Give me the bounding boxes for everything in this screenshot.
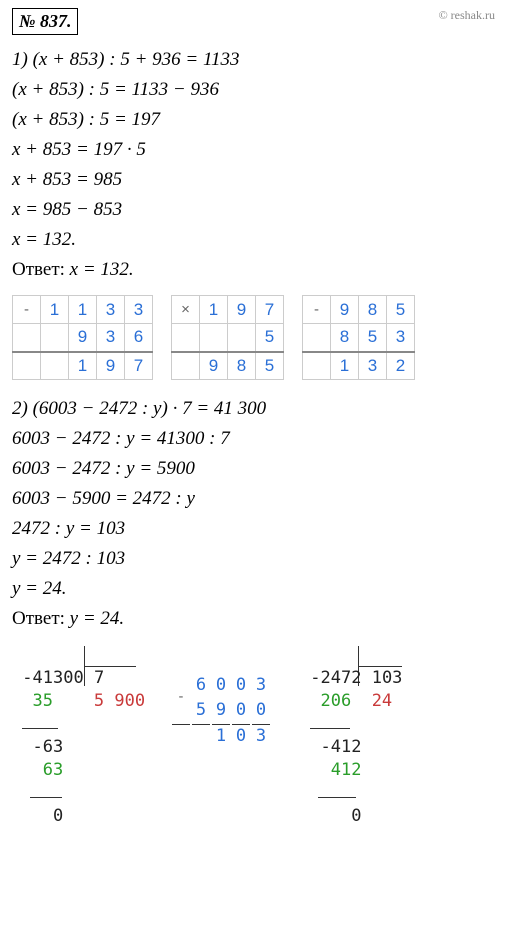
header-row: № 837. © reshak.ru xyxy=(12,8,495,35)
problem-number: № 837. xyxy=(12,8,78,35)
sign-cell: - xyxy=(13,296,41,324)
longdiv-1: -41300 7 35 5 900 -63 63 0 xyxy=(12,644,142,764)
eq-line: x = 132. xyxy=(12,229,495,251)
longdiv-row: -41300 7 35 5 900 -63 63 0 -6003 5900 10… xyxy=(12,644,495,764)
part2-block: 2) (6003 − 2472 : y) · 7 = 41 300 6003 −… xyxy=(12,398,495,630)
rem: 63 xyxy=(43,737,63,757)
calc-grid-1: -1133 936 197 xyxy=(12,295,153,380)
eq-line: 1) (x + 853) : 5 + 936 = 1133 xyxy=(12,49,495,71)
step-sub: 63 xyxy=(43,760,63,780)
eq-line: x + 853 = 985 xyxy=(12,169,495,191)
step-sub: 412 xyxy=(331,760,362,780)
sign-cell: - xyxy=(303,296,331,324)
longdiv-2: -2472 103 206 24 -412 412 0 xyxy=(300,644,430,764)
grids-row-1: -1133 936 197 ×197 5 985 -985 853 132 xyxy=(12,295,495,380)
eq-line: x = 985 − 853 xyxy=(12,199,495,221)
eq-line: 2472 : y = 103 xyxy=(12,518,495,540)
answer-label: Ответ: xyxy=(12,608,65,629)
eq-line: (x + 853) : 5 = 197 xyxy=(12,109,495,131)
step-sub: 35 xyxy=(32,691,52,711)
eq-line: y = 2472 : 103 xyxy=(12,548,495,570)
calc-grid-3: -985 853 132 xyxy=(302,295,415,380)
rem-final: 0 xyxy=(351,806,361,826)
eq-line: 2) (6003 − 2472 : y) · 7 = 41 300 xyxy=(12,398,495,420)
quotient: 5 900 xyxy=(94,691,145,711)
quotient: 24 xyxy=(372,691,392,711)
part1-block: 1) (x + 853) : 5 + 936 = 1133 (x + 853) … xyxy=(12,49,495,281)
eq-line: 6003 − 2472 : y = 41300 : 7 xyxy=(12,428,495,450)
divisor: 103 xyxy=(372,668,403,688)
rem: 412 xyxy=(331,737,362,757)
eq-line: 6003 − 5900 = 2472 : y xyxy=(12,488,495,510)
copyright: © reshak.ru xyxy=(439,8,495,23)
step-sub: 206 xyxy=(320,691,351,711)
rem-final: 0 xyxy=(53,806,63,826)
minus-sign: - xyxy=(22,668,32,688)
eq-line: (x + 853) : 5 = 1133 − 936 xyxy=(12,79,495,101)
dividend: 41300 xyxy=(33,668,84,688)
answer-label: Ответ: xyxy=(12,259,65,280)
eq-line: y = 24. xyxy=(12,578,495,600)
eq-line: x + 853 = 197 · 5 xyxy=(12,139,495,161)
divisor: 7 xyxy=(94,668,104,688)
calc-grid-2: ×197 5 985 xyxy=(171,295,284,380)
answer-value: y = 24. xyxy=(70,608,125,629)
dividend: 2472 xyxy=(321,668,362,688)
sign-cell: × xyxy=(172,296,200,324)
answer-value: x = 132. xyxy=(70,259,134,280)
sign-cell: - xyxy=(172,674,190,722)
answer-1: Ответ: x = 132. xyxy=(12,259,495,281)
eq-line: 6003 − 2472 : y = 5900 xyxy=(12,458,495,480)
answer-2: Ответ: y = 24. xyxy=(12,608,495,630)
subtract-mid: -6003 5900 103 xyxy=(170,672,272,750)
